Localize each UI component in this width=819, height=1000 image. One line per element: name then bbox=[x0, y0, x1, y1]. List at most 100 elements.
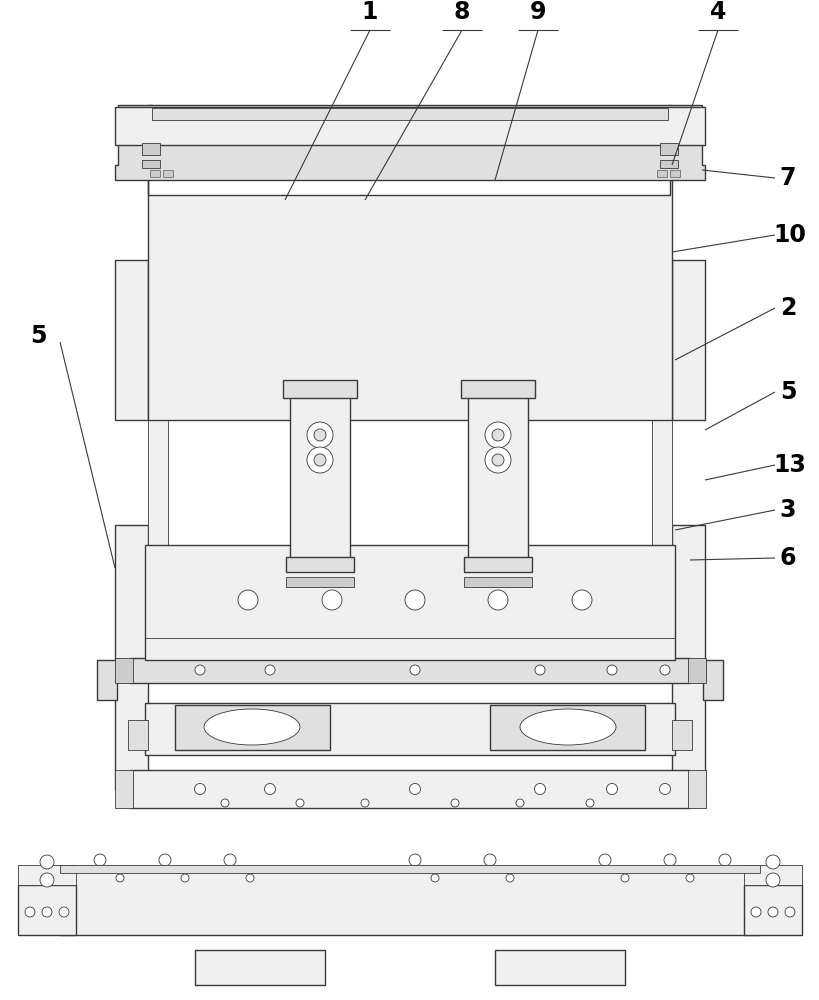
Bar bbox=[150, 170, 160, 177]
Circle shape bbox=[246, 874, 254, 882]
Circle shape bbox=[410, 665, 419, 675]
Bar bbox=[145, 545, 674, 660]
Bar bbox=[468, 395, 527, 570]
Polygon shape bbox=[147, 105, 672, 420]
Bar bbox=[147, 325, 168, 545]
Circle shape bbox=[491, 454, 504, 466]
Bar bbox=[490, 705, 645, 750]
Circle shape bbox=[59, 907, 69, 917]
Text: 6: 6 bbox=[779, 546, 795, 570]
Bar bbox=[495, 950, 624, 985]
Bar bbox=[163, 170, 173, 177]
Bar bbox=[687, 658, 705, 683]
Circle shape bbox=[598, 854, 610, 866]
Circle shape bbox=[718, 854, 730, 866]
Circle shape bbox=[360, 799, 369, 807]
Bar bbox=[283, 380, 356, 398]
Bar bbox=[286, 557, 354, 572]
Circle shape bbox=[505, 874, 514, 882]
Bar bbox=[97, 660, 117, 700]
Bar bbox=[659, 160, 677, 168]
Bar bbox=[687, 770, 705, 808]
Bar bbox=[128, 720, 147, 750]
Circle shape bbox=[606, 665, 616, 675]
Bar bbox=[115, 525, 147, 790]
Text: 13: 13 bbox=[772, 453, 805, 477]
Ellipse shape bbox=[204, 709, 300, 745]
Bar bbox=[115, 770, 133, 808]
Circle shape bbox=[765, 873, 779, 887]
Circle shape bbox=[750, 907, 760, 917]
Circle shape bbox=[620, 874, 628, 882]
Circle shape bbox=[606, 784, 617, 794]
Circle shape bbox=[686, 874, 693, 882]
Text: 5: 5 bbox=[29, 324, 46, 348]
Circle shape bbox=[784, 907, 794, 917]
Text: 7: 7 bbox=[779, 166, 795, 190]
Circle shape bbox=[159, 854, 171, 866]
Circle shape bbox=[534, 665, 545, 675]
Bar bbox=[115, 260, 147, 420]
Circle shape bbox=[409, 784, 420, 794]
Circle shape bbox=[484, 447, 510, 473]
Bar bbox=[672, 720, 691, 750]
Circle shape bbox=[306, 422, 333, 448]
Bar bbox=[672, 525, 704, 790]
Bar bbox=[142, 143, 160, 155]
Circle shape bbox=[767, 907, 777, 917]
Circle shape bbox=[658, 784, 670, 794]
Circle shape bbox=[487, 590, 508, 610]
Circle shape bbox=[296, 799, 304, 807]
Circle shape bbox=[483, 854, 495, 866]
Text: 9: 9 bbox=[529, 0, 545, 24]
Text: 8: 8 bbox=[453, 0, 469, 24]
Bar bbox=[286, 577, 354, 587]
Circle shape bbox=[94, 854, 106, 866]
Circle shape bbox=[194, 784, 206, 794]
Circle shape bbox=[115, 874, 124, 882]
Circle shape bbox=[265, 784, 275, 794]
Text: 3: 3 bbox=[779, 498, 795, 522]
Circle shape bbox=[322, 590, 342, 610]
Circle shape bbox=[663, 854, 675, 866]
Bar bbox=[18, 865, 76, 885]
Bar bbox=[464, 557, 532, 572]
Bar bbox=[152, 108, 667, 120]
Circle shape bbox=[450, 799, 459, 807]
Bar bbox=[464, 577, 532, 587]
Ellipse shape bbox=[519, 709, 615, 745]
Circle shape bbox=[25, 907, 35, 917]
Circle shape bbox=[314, 454, 326, 466]
Circle shape bbox=[431, 874, 438, 882]
Circle shape bbox=[572, 590, 591, 610]
Circle shape bbox=[515, 799, 523, 807]
Circle shape bbox=[314, 429, 326, 441]
Bar bbox=[743, 865, 801, 885]
Bar bbox=[460, 380, 534, 398]
Bar bbox=[743, 885, 801, 935]
Bar bbox=[60, 865, 759, 873]
Circle shape bbox=[221, 799, 229, 807]
Bar bbox=[656, 170, 666, 177]
Circle shape bbox=[224, 854, 236, 866]
Circle shape bbox=[181, 874, 188, 882]
Circle shape bbox=[534, 784, 545, 794]
Bar bbox=[18, 885, 76, 935]
Bar bbox=[659, 143, 677, 155]
Text: 4: 4 bbox=[709, 0, 726, 24]
Circle shape bbox=[306, 447, 333, 473]
Bar bbox=[145, 703, 674, 755]
Circle shape bbox=[409, 854, 420, 866]
Circle shape bbox=[484, 422, 510, 448]
Bar bbox=[60, 870, 759, 935]
Circle shape bbox=[40, 855, 54, 869]
Circle shape bbox=[238, 590, 258, 610]
Text: 2: 2 bbox=[779, 296, 795, 320]
Circle shape bbox=[405, 590, 424, 610]
Bar bbox=[195, 950, 324, 985]
Circle shape bbox=[491, 429, 504, 441]
Circle shape bbox=[659, 665, 669, 675]
Bar bbox=[702, 660, 722, 700]
Bar bbox=[672, 260, 704, 420]
Polygon shape bbox=[115, 105, 704, 180]
